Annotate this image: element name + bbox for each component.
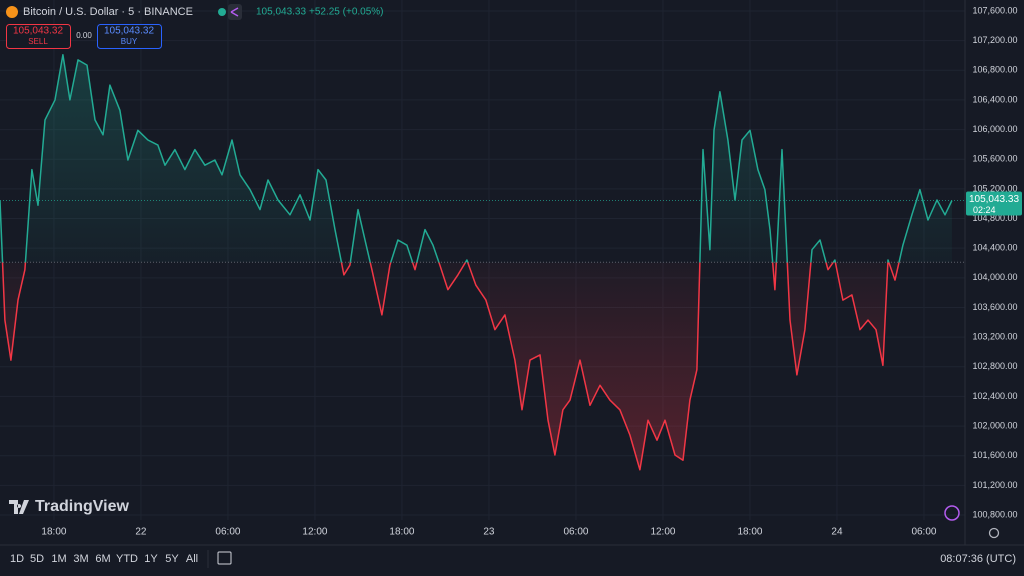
range-button[interactable]: 5D [30,553,44,565]
baseline-area [0,54,952,470]
x-tick-label: 06:00 [563,527,588,538]
y-tick-label: 107,600.00 [972,5,1017,15]
y-tick-label: 104,400.00 [972,243,1017,253]
clock: 08:07:36 (UTC) [940,553,1016,565]
y-tick-label: 103,200.00 [972,332,1017,342]
x-tick-label: 18:00 [41,527,66,538]
x-tick-label: 06:00 [215,527,240,538]
logo: TradingView [35,498,130,515]
price-change: +52.25 (+0.05%) [309,7,384,18]
last-price-label: 105,043.33 [969,194,1019,205]
sell-price: 105,043.32 [13,26,63,37]
price-line [0,53,953,471]
settings-icon[interactable] [988,527,1000,539]
range-button[interactable]: YTD [116,553,138,565]
x-tick-label: 22 [135,527,147,538]
market-status [218,8,226,16]
x-tick-label: 18:00 [389,527,414,538]
y-tick-label: 101,200.00 [972,480,1017,490]
indicator-icon [230,7,239,17]
btc-icon [6,6,18,18]
x-tick-label: 12:00 [650,527,675,538]
sell-button[interactable] [6,24,71,49]
x-tick-label: 06:00 [911,527,936,538]
y-tick-label: 102,800.00 [972,361,1017,371]
sell-label: SELL [28,37,48,46]
indicator-button[interactable] [228,4,242,20]
range-button[interactable]: All [186,553,198,565]
symbol[interactable]: Bitcoin / U.S. Dollar · 5 · BINANCE [23,6,193,18]
x-tick-label: 18:00 [737,527,762,538]
y-tick-label: 104,800.00 [972,213,1017,223]
y-tick-label: 106,800.00 [972,65,1017,75]
y-tick-label: 104,000.00 [972,272,1017,282]
range-button[interactable]: 3M [73,553,88,565]
buy-label: BUY [121,37,138,46]
last-price-tag [966,191,1022,216]
x-tick-label: 23 [483,527,495,538]
buy-price: 105,043.32 [104,26,154,37]
x-tick-label: 24 [831,527,843,538]
y-tick-label: 103,600.00 [972,302,1017,312]
range-button[interactable]: 1M [51,553,66,565]
replay-icon[interactable] [944,505,960,521]
buy-button[interactable] [97,24,162,49]
y-tick-label: 105,600.00 [972,154,1017,164]
y-tick-label: 106,400.00 [972,94,1017,104]
x-tick-label: 12:00 [302,527,327,538]
y-tick-label: 102,400.00 [972,391,1017,401]
range-button[interactable]: 6M [95,553,110,565]
date-range-icon[interactable] [217,551,232,565]
range-button[interactable]: 1Y [144,553,158,565]
logo-icon [9,500,29,514]
y-tick-label: 100,800.00 [972,509,1017,519]
range-button[interactable]: 1D [10,553,24,565]
y-tick-label: 107,200.00 [972,35,1017,45]
bar-countdown: 02:24 [973,205,996,215]
y-tick-label: 105,200.00 [972,183,1017,193]
spread: 0.00 [76,31,92,40]
y-tick-label: 101,600.00 [972,450,1017,460]
last-price: 105,043.33 [256,7,306,18]
y-tick-label: 102,000.00 [972,420,1017,430]
range-button[interactable]: 5Y [165,553,179,565]
y-tick-label: 106,000.00 [972,124,1017,134]
